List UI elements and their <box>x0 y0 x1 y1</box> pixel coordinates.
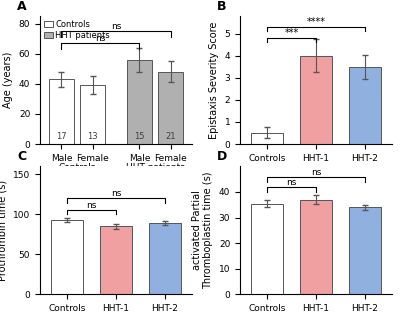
Bar <box>300 56 332 144</box>
Text: ***: *** <box>284 28 299 38</box>
Y-axis label: Epistaxis Severity Score: Epistaxis Severity Score <box>209 21 219 139</box>
Bar <box>149 223 181 294</box>
Text: 21: 21 <box>165 132 176 141</box>
Y-axis label: Age (years): Age (years) <box>3 52 13 108</box>
Bar <box>251 204 283 294</box>
Text: B: B <box>217 0 227 12</box>
Y-axis label: Prothrombin time (s): Prothrombin time (s) <box>0 180 8 281</box>
Text: 13: 13 <box>87 132 98 141</box>
Text: 15: 15 <box>134 132 145 141</box>
Text: ns: ns <box>286 178 297 187</box>
Bar <box>300 200 332 294</box>
Text: ns: ns <box>111 189 121 198</box>
Text: ns: ns <box>86 201 97 210</box>
Text: ns: ns <box>111 22 121 31</box>
Bar <box>158 72 183 144</box>
Legend: Controls, HHT patients: Controls, HHT patients <box>44 20 110 40</box>
Text: A: A <box>17 0 27 12</box>
Bar <box>100 226 132 294</box>
Text: 17: 17 <box>56 132 67 141</box>
Text: ****: **** <box>306 17 326 27</box>
Text: ns: ns <box>311 168 321 177</box>
Y-axis label: activated Partial
Thromboplastin time (s): activated Partial Thromboplastin time (s… <box>192 172 213 289</box>
Text: HHT patients: HHT patients <box>126 163 184 172</box>
Bar <box>349 67 381 144</box>
Bar <box>49 79 74 144</box>
Text: C: C <box>17 150 26 163</box>
Text: Controls: Controls <box>58 163 96 172</box>
Bar <box>80 85 105 144</box>
Bar <box>51 220 83 294</box>
Bar <box>349 207 381 294</box>
Bar <box>251 133 283 144</box>
Text: ns: ns <box>95 34 106 43</box>
Text: D: D <box>217 150 228 163</box>
Bar <box>127 60 152 144</box>
